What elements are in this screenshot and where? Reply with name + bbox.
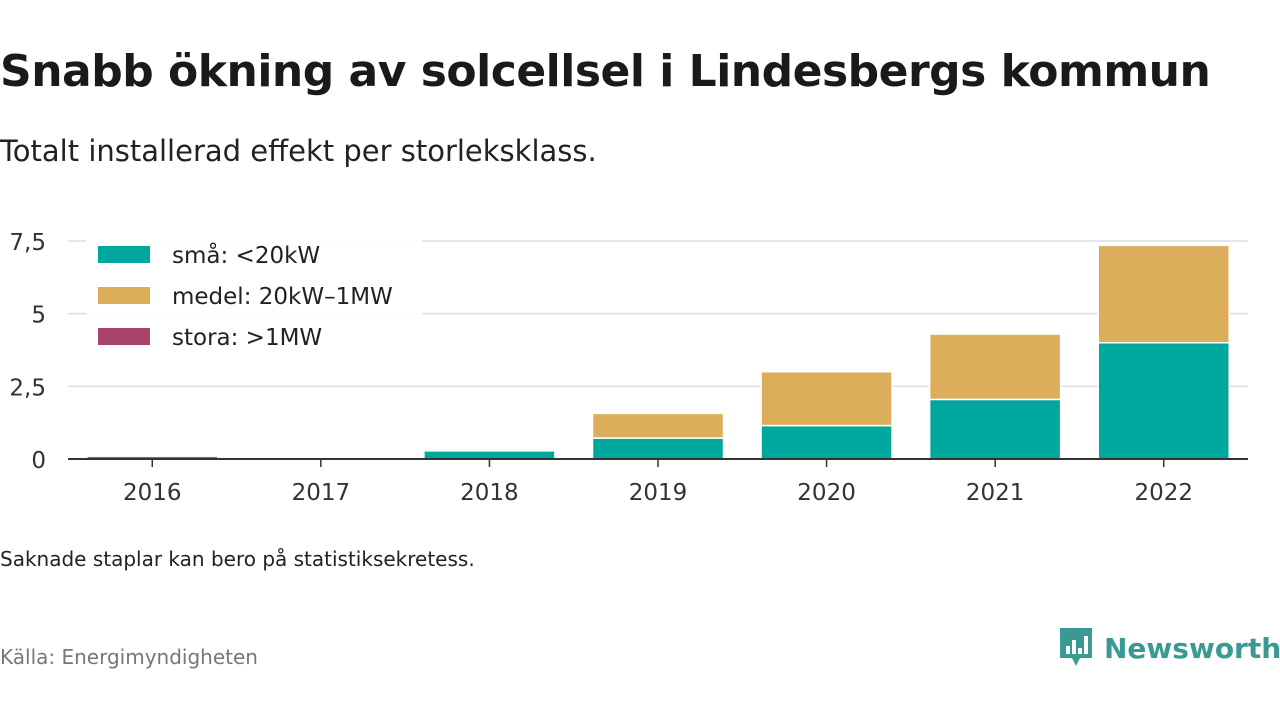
- source-credit: Källa: Energimyndigheten: [0, 645, 258, 669]
- chart-subtitle: Totalt installerad effekt per storlekskl…: [0, 134, 597, 168]
- legend-swatch: [98, 246, 150, 263]
- x-tick-label: 2017: [292, 480, 351, 506]
- footnote: Saknade staplar kan bero på statistiksek…: [0, 547, 475, 571]
- x-tick-label: 2021: [966, 480, 1025, 506]
- x-tick-label: 2018: [460, 480, 519, 506]
- y-tick-label: 0: [31, 448, 46, 474]
- x-tick-label: 2019: [629, 480, 688, 506]
- bar-segment: [1097, 341, 1230, 460]
- x-tick-label: 2020: [797, 480, 856, 506]
- legend-swatch: [98, 328, 150, 345]
- bar-segment: [760, 371, 893, 427]
- bar-segment: [760, 424, 893, 460]
- bar-segment: [423, 450, 556, 460]
- bar-segment: [1097, 244, 1230, 344]
- y-tick-label: 5: [31, 303, 46, 329]
- bar-segment: [86, 453, 219, 457]
- y-tick-label: 2,5: [9, 375, 46, 401]
- legend-label: små: <20kW: [172, 241, 320, 269]
- newsworthy-logo: Newsworthy: [1058, 626, 1280, 670]
- x-tick-label: 2016: [123, 480, 182, 506]
- legend-swatch: [98, 287, 150, 304]
- bar-segment: [591, 412, 725, 439]
- legend-label: stora: >1MW: [172, 325, 322, 351]
- bar-segment: [591, 437, 725, 460]
- legend-label: medel: 20kW–1MW: [172, 284, 393, 310]
- bar-segment: [928, 333, 1062, 401]
- chart-title: Snabb ökning av solcellsel i Lindesbergs…: [0, 46, 1211, 97]
- bar-chart-logo-icon: [1060, 628, 1092, 666]
- bar-segment: [928, 398, 1062, 460]
- x-tick-label: 2022: [1134, 480, 1193, 506]
- y-tick-label: 7,5: [9, 230, 46, 256]
- brand-name: Newsworthy: [1104, 631, 1280, 665]
